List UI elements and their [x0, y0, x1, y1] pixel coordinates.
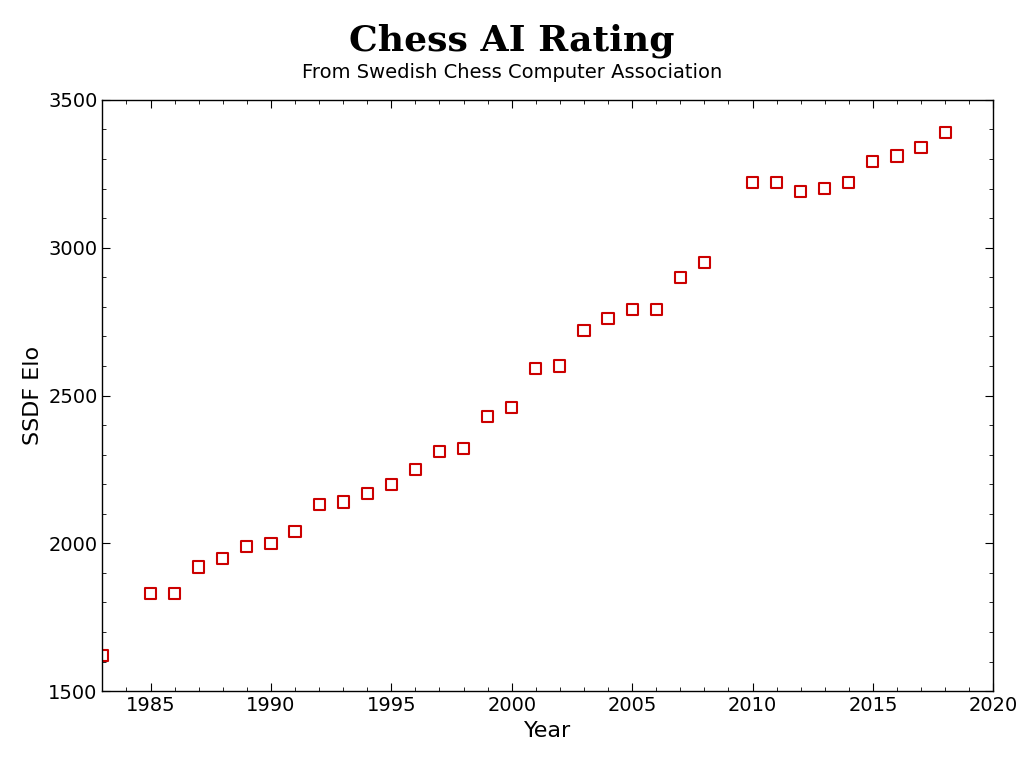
Point — [190, 561, 207, 573]
Point — [167, 588, 183, 600]
Point — [600, 313, 616, 325]
Point — [311, 498, 328, 511]
Point — [479, 410, 496, 422]
Point — [263, 538, 280, 550]
Point — [575, 324, 592, 336]
Point — [504, 401, 520, 413]
Point — [239, 540, 255, 552]
Point — [937, 126, 953, 138]
Point — [841, 177, 857, 189]
Point — [527, 362, 544, 375]
Point — [768, 177, 784, 189]
Point — [696, 257, 713, 269]
Point — [912, 141, 929, 154]
Point — [744, 177, 761, 189]
Point — [672, 271, 688, 283]
Point — [287, 525, 303, 538]
Point — [215, 552, 231, 564]
Point — [383, 478, 399, 491]
X-axis label: Year: Year — [524, 720, 571, 740]
Point — [456, 442, 472, 455]
Y-axis label: SSDF Elo: SSDF Elo — [23, 346, 43, 445]
Point — [816, 183, 833, 195]
Point — [408, 463, 424, 475]
Text: From Swedish Chess Computer Association: From Swedish Chess Computer Association — [302, 64, 722, 82]
Point — [889, 150, 905, 162]
Point — [793, 185, 809, 197]
Point — [431, 445, 447, 458]
Point — [552, 359, 568, 372]
Point — [648, 303, 665, 316]
Point — [335, 496, 351, 508]
Text: Chess AI Rating: Chess AI Rating — [349, 23, 675, 58]
Point — [864, 156, 881, 168]
Point — [359, 487, 376, 499]
Point — [624, 303, 640, 316]
Point — [94, 650, 111, 662]
Point — [142, 588, 159, 600]
